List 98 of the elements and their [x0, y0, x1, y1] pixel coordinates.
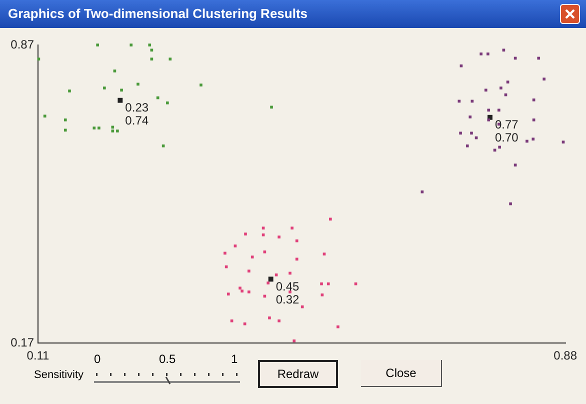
point [238, 286, 242, 290]
point [486, 52, 490, 56]
point [224, 252, 226, 255]
y-tick-label: 0.87 [10, 37, 34, 52]
text: 0 [94, 352, 101, 366]
point [148, 44, 152, 46]
point [230, 319, 234, 322]
annotation: 0.77 0.70 [494, 118, 519, 145]
point [116, 130, 119, 132]
point [295, 239, 298, 242]
point [487, 108, 490, 112]
point [288, 272, 292, 275]
point [120, 88, 123, 92]
text: Sensitivity [34, 369, 84, 381]
point [150, 48, 154, 52]
point [156, 96, 160, 100]
point [268, 316, 271, 320]
point [64, 128, 67, 132]
point [329, 218, 332, 221]
point [118, 98, 123, 103]
point [166, 101, 169, 104]
point [326, 282, 330, 286]
point [300, 305, 304, 308]
point [278, 236, 280, 238]
point [295, 258, 298, 261]
text: Redraw [258, 360, 338, 388]
point [420, 190, 424, 194]
point [268, 276, 274, 282]
point [226, 292, 230, 296]
point [509, 202, 512, 206]
text: 0.5 [159, 352, 176, 366]
point [111, 130, 114, 132]
point [68, 90, 71, 92]
point [537, 56, 540, 60]
point [497, 108, 500, 112]
text: 1 [231, 352, 238, 366]
point [130, 44, 133, 46]
point [532, 98, 536, 102]
point [500, 86, 502, 90]
point [506, 80, 510, 84]
point [111, 126, 114, 129]
point [136, 82, 140, 86]
point [562, 140, 565, 144]
point [64, 118, 67, 122]
point [532, 118, 536, 122]
point [336, 325, 340, 328]
point [487, 118, 490, 122]
y-tick-label: 0.17 [10, 335, 34, 350]
point [250, 256, 254, 258]
point [460, 64, 463, 68]
point [480, 52, 482, 56]
point [103, 86, 106, 90]
point [459, 132, 462, 135]
point [92, 126, 96, 130]
point [470, 132, 473, 135]
point [168, 58, 172, 60]
point [532, 138, 535, 140]
point [493, 148, 496, 152]
point [290, 226, 294, 230]
point [484, 88, 488, 92]
point [248, 270, 250, 272]
point [320, 293, 324, 296]
point [320, 282, 323, 286]
point [292, 339, 296, 342]
point [263, 250, 266, 254]
point [514, 164, 517, 166]
point [526, 140, 528, 143]
x-tick-label: 0.11 [26, 348, 50, 363]
point [270, 106, 273, 109]
point [466, 144, 469, 148]
point [262, 233, 265, 236]
point [150, 58, 154, 60]
x-tick-label: 0.88 [554, 348, 578, 363]
point [498, 146, 501, 149]
point [240, 290, 244, 292]
point [262, 226, 265, 230]
point [266, 282, 270, 284]
annotation: 0.23 0.74 [125, 100, 149, 128]
point [43, 114, 46, 118]
annotation: 0.45 0.32 [276, 279, 300, 306]
point [98, 126, 100, 130]
chart-title: Graphics of Two-dimensional Clustering Results [0, 0, 586, 28]
point [502, 48, 506, 52]
point [278, 319, 280, 322]
point [322, 252, 326, 256]
point [248, 290, 250, 294]
point [162, 144, 165, 148]
point [274, 273, 278, 276]
point [542, 78, 546, 80]
point [37, 58, 40, 60]
point [244, 232, 247, 236]
point [468, 116, 472, 118]
point [113, 70, 116, 72]
point [200, 84, 202, 86]
point [243, 322, 246, 326]
point [234, 244, 237, 248]
text: Close [361, 360, 442, 387]
point [96, 44, 99, 46]
